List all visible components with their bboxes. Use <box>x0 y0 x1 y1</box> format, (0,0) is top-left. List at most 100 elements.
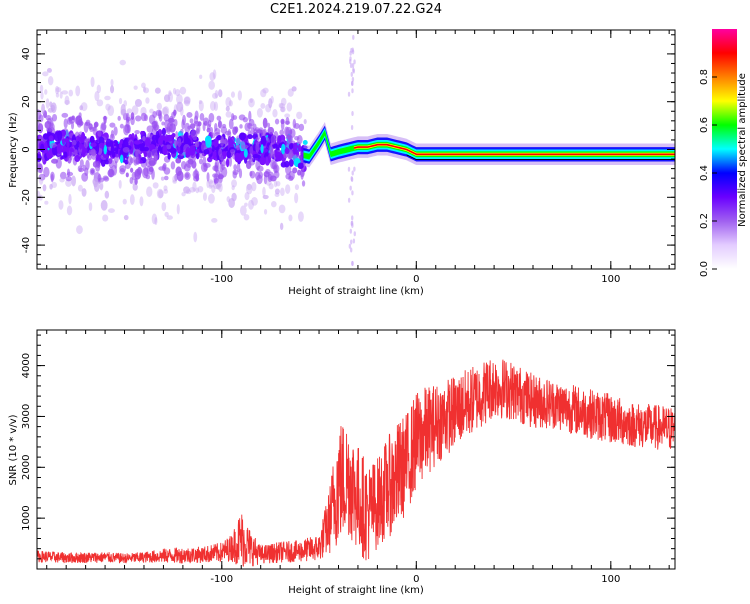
spectrogram-cell <box>218 89 223 98</box>
spectrogram-ridge-edge <box>406 154 675 160</box>
spectrogram-cell <box>114 160 118 169</box>
spectrogram-cell <box>100 200 108 211</box>
spectrogram-cell <box>239 124 243 129</box>
spectrogram-cell <box>103 176 110 182</box>
bottom-x-tick-label: -100 <box>210 574 233 585</box>
spectrogram-cell <box>349 185 352 191</box>
colorbar-tick-label: 0.0 <box>699 261 710 277</box>
spectrogram-cell <box>130 167 134 173</box>
spectrogram-cell <box>159 135 166 140</box>
colorbar-tick-label: 0.2 <box>699 213 710 229</box>
spectrogram-cell <box>74 154 81 163</box>
spectrogram-cell <box>211 218 218 223</box>
spectrogram-cell <box>89 135 95 144</box>
spectrogram-cell <box>96 99 104 107</box>
spectrogram-cell <box>39 84 44 93</box>
spectrogram-cell <box>203 148 210 155</box>
spectrogram-cell <box>163 167 171 175</box>
spectrogram-cell <box>64 95 70 106</box>
spectrogram-cell <box>228 197 235 209</box>
spectrogram-cell <box>131 133 135 141</box>
spectrogram-cell <box>144 137 151 147</box>
spectrogram-cell <box>135 115 142 122</box>
spectrogram-cell <box>160 176 165 181</box>
spectrogram-cell <box>125 118 130 128</box>
spectrogram-cell <box>83 121 89 133</box>
spectrogram-cell <box>66 140 70 148</box>
spectrogram-cell <box>134 130 140 135</box>
spectrogram-cell <box>110 79 114 87</box>
spectrogram-cell <box>90 169 95 174</box>
spectrogram-cell <box>243 148 248 158</box>
spectrogram-cell <box>280 118 285 125</box>
spectrogram-cell <box>71 139 77 146</box>
spectrogram-cell <box>195 187 200 194</box>
spectrogram-cell <box>291 86 297 92</box>
spectrogram-cell <box>246 183 253 195</box>
spectrogram-cell <box>107 168 115 178</box>
top-x-tick-label: 0 <box>413 274 419 285</box>
spectrogram-cell <box>186 112 193 118</box>
spectrogram-cell <box>303 118 307 125</box>
spectrogram-cell <box>260 135 267 147</box>
spectrogram-cell <box>249 98 253 103</box>
spectrogram-cell <box>113 126 118 136</box>
spectrogram-cell <box>114 147 119 153</box>
spectrogram-cell <box>206 127 211 133</box>
spectrogram-cell <box>167 117 175 123</box>
spectrogram-cell <box>61 90 69 95</box>
spectrogram-cell <box>202 156 207 167</box>
top-x-tick-label: -100 <box>210 274 233 285</box>
spectrogram-cell <box>189 186 196 193</box>
spectrogram-cell <box>248 97 255 108</box>
spectrogram-cell <box>294 192 299 204</box>
spectrogram-cell <box>238 152 244 162</box>
top-y-axis-label: Frequency (Hz) <box>8 112 19 188</box>
spectrogram-cell <box>267 126 275 135</box>
spectrogram-cell <box>122 146 130 153</box>
spectrogram-cell <box>154 87 161 94</box>
spectrogram-cell <box>246 183 252 191</box>
spectrogram-cell <box>249 171 253 177</box>
spectrogram-cell <box>251 196 258 206</box>
spectrogram-cell <box>98 142 105 149</box>
top-y-tick-label: -40 <box>21 237 32 253</box>
spectrogram-cell <box>126 108 132 114</box>
spectrogram-cell <box>208 180 215 188</box>
colorbar-tick-label: 0.4 <box>699 165 710 181</box>
spectrogram-cell <box>96 84 101 94</box>
spectrogram-cell <box>108 158 115 168</box>
spectrogram-cell <box>262 194 269 200</box>
spectrogram-cell <box>274 149 278 154</box>
spectrogram-cell <box>156 188 164 199</box>
spectrogram-cell <box>225 96 232 108</box>
spectrogram-cell <box>225 105 230 112</box>
spectrogram-cell <box>59 177 65 183</box>
spectrogram-cell <box>167 152 171 160</box>
spectrogram-cell <box>199 112 205 121</box>
spectrogram-cell <box>100 200 108 211</box>
spectrogram-cell <box>164 211 169 217</box>
spectrogram-cell <box>42 184 47 192</box>
spectrogram-cell <box>95 142 100 154</box>
spectrogram-cell <box>41 103 45 115</box>
spectrogram-cell <box>348 243 352 249</box>
spectrogram-cell <box>220 136 225 147</box>
spectrogram-cell <box>139 147 146 152</box>
spectrogram-cell <box>350 221 353 227</box>
spectrogram-cell <box>80 132 86 142</box>
spectrogram-cell <box>350 177 354 183</box>
spectrogram-cell <box>56 143 63 155</box>
spectrogram-cell <box>120 104 126 115</box>
spectrogram-cell <box>117 115 121 121</box>
spectrogram-cell <box>198 158 203 165</box>
spectrogram-cell <box>54 85 60 95</box>
spectrogram-cell <box>172 87 177 95</box>
spectrogram-cell <box>213 183 220 190</box>
spectrogram-cell <box>76 225 83 235</box>
spectrogram-cell <box>279 222 284 231</box>
spectrogram-cell <box>236 162 241 173</box>
spectrogram-cell <box>46 68 52 73</box>
spectrogram-cell <box>246 134 254 140</box>
